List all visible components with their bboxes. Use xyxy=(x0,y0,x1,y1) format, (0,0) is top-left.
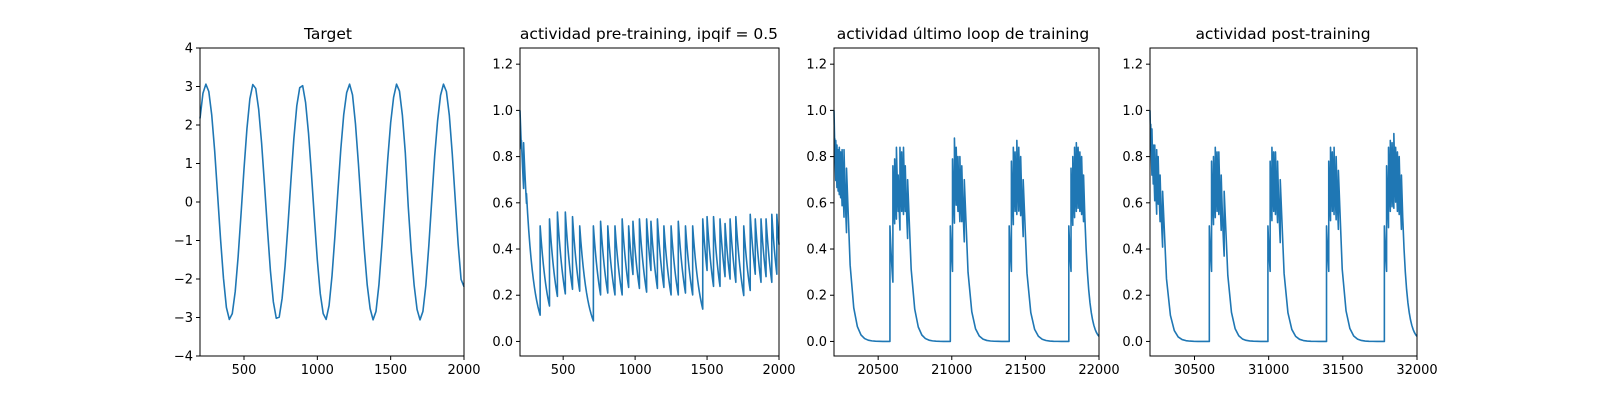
y-tick-label: 0.2 xyxy=(1122,289,1143,304)
y-tick-label: 2 xyxy=(185,119,193,134)
y-tick-label: 0.4 xyxy=(806,243,827,258)
x-tick-label: 2000 xyxy=(762,363,795,378)
y-tick-label: 0.6 xyxy=(806,196,827,211)
panel-last-training-loop: actividad último loop de training 20500 2… xyxy=(806,25,1119,378)
x-tick-label: 30500 xyxy=(1174,363,1215,378)
y-tick-label: 1.2 xyxy=(492,58,513,73)
panel-post-training: actividad post-training 30500 31000 31500 3… xyxy=(1122,25,1437,378)
y-tick-label: 0 xyxy=(185,196,193,211)
y-tick-label: 0.2 xyxy=(806,289,827,304)
panel-title: actividad post-training xyxy=(1195,25,1370,43)
y-tick-label: 0.6 xyxy=(1122,196,1143,211)
y-tick-label: 1 xyxy=(185,157,193,172)
axis-ticks: 30500 31000 31500 32000 0.0 0.2 0.4 0.6 0.8 1.0 1.… xyxy=(1122,58,1437,378)
y-tick-label: 0.8 xyxy=(806,150,827,165)
panel-title: Target xyxy=(303,25,352,43)
y-tick-label: −3 xyxy=(174,311,193,326)
y-tick-label: 0.8 xyxy=(492,150,513,165)
y-tick-label: 0.2 xyxy=(492,289,513,304)
panel-target: Target 500 1000 1500 2000 −4 −3 −2 −1 0 1 2 3 4 xyxy=(174,25,481,378)
x-tick-label: 1500 xyxy=(691,363,724,378)
x-tick-label: 31500 xyxy=(1322,363,1363,378)
x-tick-label: 22000 xyxy=(1078,363,1119,378)
series-line xyxy=(519,110,780,322)
y-tick-label: 0.8 xyxy=(1122,150,1143,165)
y-tick-label: 0.4 xyxy=(492,243,513,258)
axes-frame xyxy=(833,47,1100,357)
x-tick-label: 1500 xyxy=(374,363,407,378)
y-tick-label: 1.0 xyxy=(1122,104,1143,119)
x-tick-label: 32000 xyxy=(1396,363,1437,378)
y-tick-label: 1.2 xyxy=(806,58,827,73)
x-tick-label: 21500 xyxy=(1005,363,1046,378)
series-line xyxy=(833,110,1100,343)
series-line xyxy=(199,83,465,321)
series-line xyxy=(1149,110,1418,343)
y-tick-label: −4 xyxy=(174,350,193,365)
x-tick-label: 20500 xyxy=(857,363,898,378)
x-tick-label: 2000 xyxy=(447,363,480,378)
axis-ticks: 500 1000 1500 2000 −4 −3 −2 −1 0 1 2 3 4 xyxy=(174,42,481,379)
x-tick-label: 1000 xyxy=(619,363,652,378)
panel-pre-training: actividad pre-training, ipqif = 0.5 500 1… xyxy=(492,25,795,378)
panel-title: actividad último loop de training xyxy=(837,25,1089,43)
x-tick-label: 1000 xyxy=(301,363,334,378)
y-tick-label: 0.0 xyxy=(806,335,827,350)
x-tick-label: 500 xyxy=(551,363,576,378)
x-tick-label: 31000 xyxy=(1248,363,1289,378)
panel-title: actividad pre-training, ipqif = 0.5 xyxy=(520,25,778,43)
axes-frame xyxy=(519,47,780,357)
y-tick-label: 1.0 xyxy=(492,104,513,119)
y-tick-label: −1 xyxy=(174,234,193,249)
y-tick-label: 3 xyxy=(185,80,193,95)
axis-ticks: 20500 21000 21500 22000 0.0 0.2 0.4 0.6 0.8 1.0 1.… xyxy=(806,58,1119,378)
x-tick-label: 500 xyxy=(232,363,257,378)
y-tick-label: 0.0 xyxy=(1122,335,1143,350)
y-tick-label: 1.2 xyxy=(1122,58,1143,73)
y-tick-label: 1.0 xyxy=(806,104,827,119)
y-tick-label: 0.4 xyxy=(1122,243,1143,258)
axes-frame xyxy=(199,47,465,357)
y-tick-label: 0.6 xyxy=(492,196,513,211)
axes-frame xyxy=(1149,47,1418,357)
y-tick-label: 4 xyxy=(185,42,193,57)
axis-ticks: 500 1000 1500 2000 0.0 0.2 0.4 0.6 0.8 1.0 1.2 xyxy=(492,58,795,378)
y-tick-label: −2 xyxy=(174,273,193,288)
x-tick-label: 21000 xyxy=(931,363,972,378)
y-tick-label: 0.0 xyxy=(492,335,513,350)
